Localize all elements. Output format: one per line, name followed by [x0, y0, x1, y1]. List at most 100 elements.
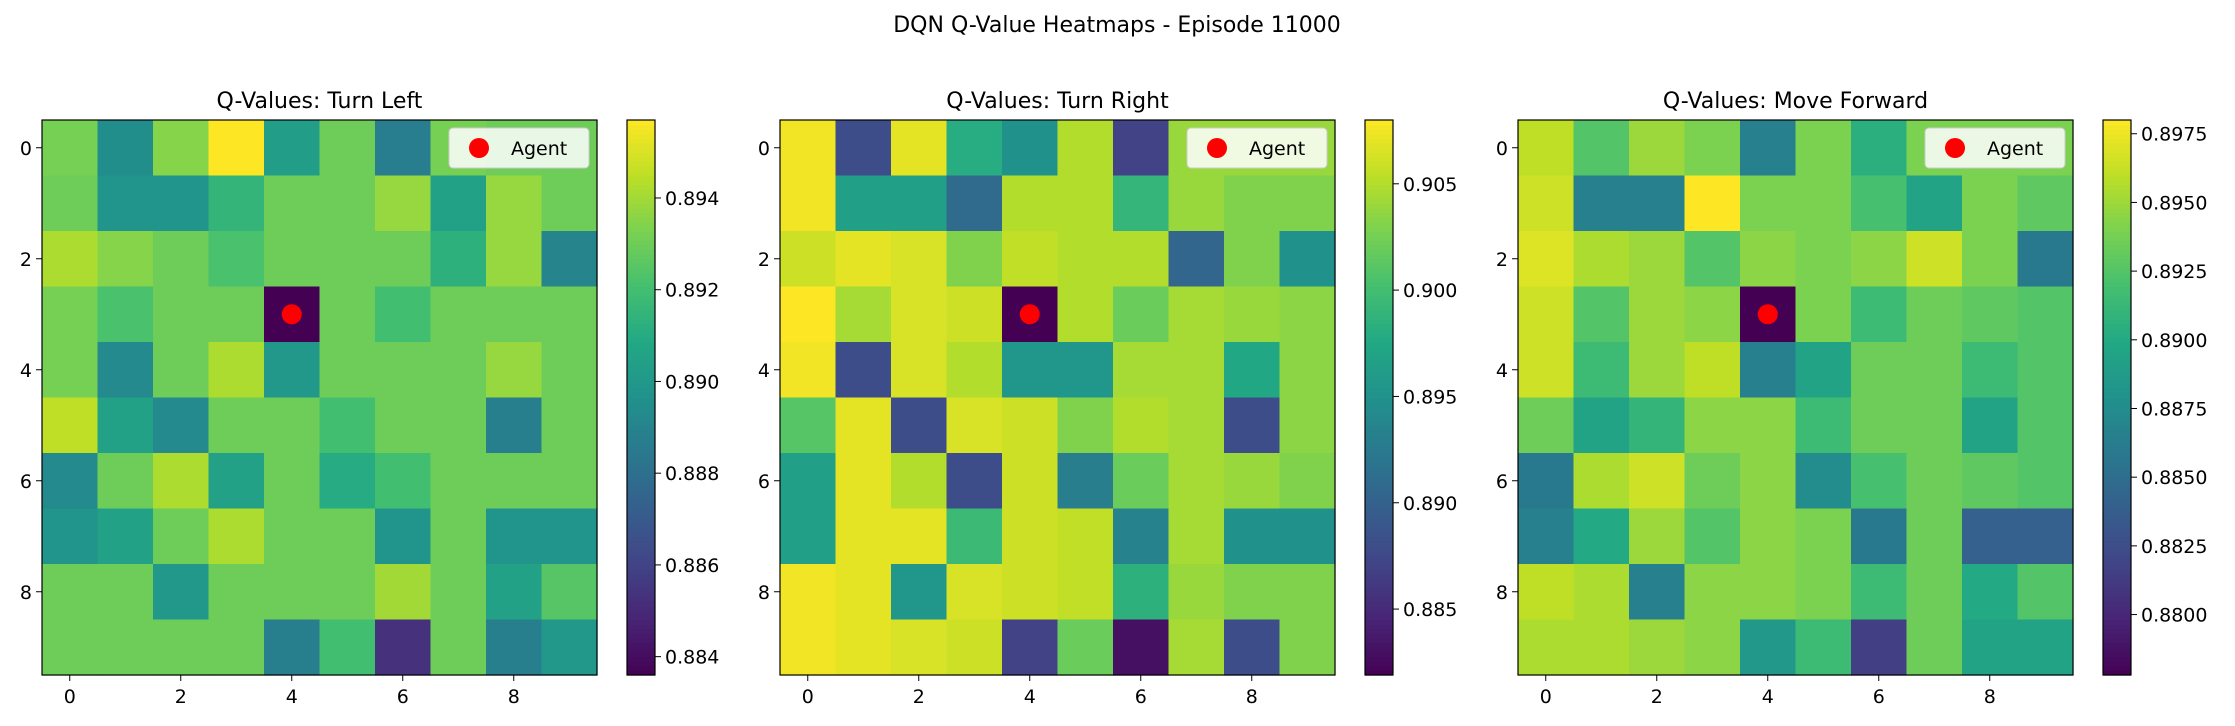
heatmap-cell	[1851, 231, 1908, 288]
colorbar-segment	[1365, 157, 1393, 163]
heatmap-cell	[319, 231, 376, 288]
colorbar-segment	[1365, 203, 1393, 209]
heatmap-cell	[1851, 397, 1908, 454]
colorbar-segment	[1365, 120, 1393, 126]
heatmap-cell	[42, 231, 99, 288]
colorbar-segment	[1365, 184, 1393, 190]
colorbar-segment	[2103, 582, 2131, 588]
colorbar-segment	[1365, 614, 1393, 621]
heatmap-cell	[1795, 508, 1852, 565]
heatmap-cell	[1279, 564, 1336, 621]
heatmap-cell	[1573, 564, 1630, 621]
colorbar-segment	[1365, 633, 1393, 639]
colorbar-segment	[627, 443, 655, 449]
colorbar-segment	[627, 619, 655, 625]
colorbar-segment	[2103, 360, 2131, 366]
colorbar-segment	[1365, 513, 1393, 519]
heatmap-cell	[1279, 342, 1336, 399]
colorbar-segment	[2103, 513, 2131, 519]
heatmap-cell	[946, 508, 1003, 565]
colorbar-segment	[1365, 281, 1393, 288]
heatmap-cell	[1224, 453, 1281, 510]
heatmap-cell	[946, 342, 1003, 399]
heatmap-cell	[1113, 508, 1170, 565]
colorbar-segment	[1365, 499, 1393, 505]
heatmap-cell	[1684, 342, 1741, 399]
colorbar-segment	[627, 194, 655, 200]
colorbar-segment	[2103, 596, 2131, 602]
colorbar-segment	[627, 601, 655, 607]
colorbar-segment	[627, 231, 655, 237]
colorbar-segment	[2103, 564, 2131, 570]
heatmap-cell	[430, 175, 487, 232]
heatmap-cell	[1518, 120, 1575, 177]
heatmap-cell	[1684, 453, 1741, 510]
colorbar-segment	[1365, 545, 1393, 551]
colorbar-segment	[1365, 374, 1393, 380]
colorbar-segment	[627, 587, 655, 593]
colorbar-frame	[2102, 119, 2132, 676]
heatmap-cell	[430, 453, 487, 510]
heatmap-cell	[2017, 231, 2074, 288]
colorbar-segment	[1365, 661, 1393, 667]
heatmap-cell	[319, 120, 376, 177]
colorbar-segment	[2103, 536, 2131, 542]
colorbar-segment	[2103, 309, 2131, 315]
heatmap-cell	[153, 564, 210, 621]
colorbar-segment	[627, 351, 655, 357]
colorbar-segment	[627, 300, 655, 306]
colorbar-segment	[1365, 647, 1393, 653]
heatmap-cell	[2017, 397, 2074, 454]
colorbar-segment	[2103, 305, 2131, 311]
colorbar-segment	[627, 124, 655, 130]
colorbar-segment	[2103, 374, 2131, 380]
heatmap-cell	[835, 453, 892, 510]
colorbar-segment	[627, 152, 655, 158]
heatmap-cell	[541, 619, 598, 676]
heatmap-cell	[42, 175, 99, 232]
heatmap-cell	[1279, 286, 1336, 343]
heatmap-cell	[780, 120, 837, 177]
heatmap-cell	[946, 175, 1003, 232]
heatmap-cell	[1684, 619, 1741, 676]
colorbar-segment	[627, 379, 655, 385]
heatmap-cell	[835, 286, 892, 343]
heatmap-cell	[1851, 175, 1908, 232]
heatmap-cell	[835, 175, 892, 232]
colorbar-segment	[627, 217, 655, 223]
colorbar-segment	[2103, 480, 2131, 486]
colorbar-segment	[627, 342, 655, 348]
colorbar-segment	[1365, 175, 1393, 181]
heatmap-cell	[319, 175, 376, 232]
colorbar-segment	[2103, 369, 2131, 375]
heatmap-cell	[153, 175, 210, 232]
colorbar-segment	[2103, 448, 2131, 454]
colorbar-segment	[1365, 624, 1393, 630]
colorbar-segment	[1365, 383, 1393, 389]
heatmap-cell	[1906, 342, 1963, 399]
colorbar-segment	[2103, 457, 2131, 463]
colorbar-segment	[1365, 328, 1393, 334]
colorbar-segment	[2103, 503, 2131, 510]
x-tick-label: 6	[1135, 686, 1147, 708]
colorbar-segment	[627, 647, 655, 653]
x-tick-label: 0	[64, 686, 76, 708]
colorbar-segment	[627, 638, 655, 644]
colorbar-segment	[627, 670, 655, 676]
heatmap-cell	[264, 564, 321, 621]
heatmap-cell	[1851, 453, 1908, 510]
colorbar-segment	[2103, 614, 2131, 621]
colorbar-tick-label: 0.895	[1403, 386, 1457, 408]
colorbar-segment	[1365, 226, 1393, 232]
colorbar-segment	[1365, 166, 1393, 172]
colorbar-segment	[1365, 138, 1393, 144]
heatmap-cell	[1740, 619, 1797, 676]
heatmap-cell	[1740, 508, 1797, 565]
colorbar-segment	[2103, 295, 2131, 301]
heatmap-cell	[153, 508, 210, 565]
colorbar-segment	[2103, 194, 2131, 200]
heatmap-cell	[486, 286, 543, 343]
y-tick-label: 2	[20, 249, 32, 271]
colorbar-segment	[1365, 235, 1393, 241]
heatmap-cell	[1573, 453, 1630, 510]
